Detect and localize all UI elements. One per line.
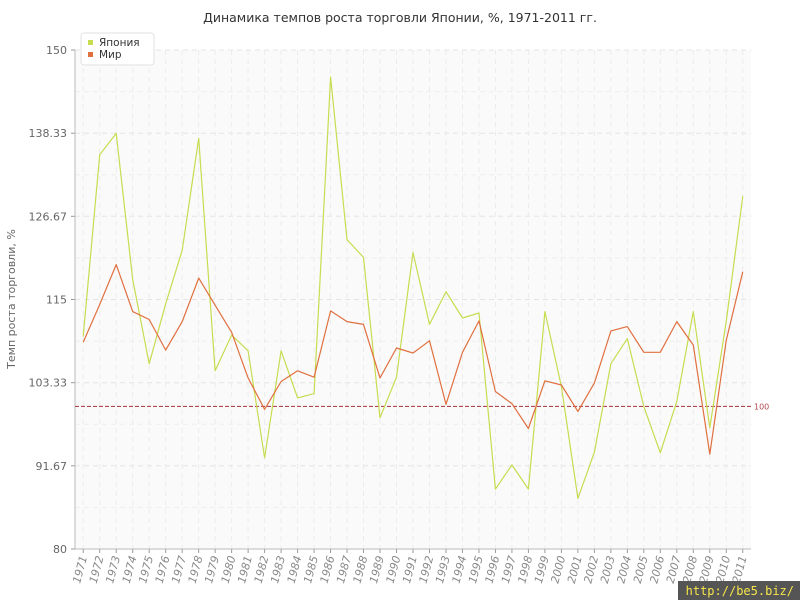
chart-title: Динамика темпов роста торговли Японии, %… [203, 10, 597, 25]
legend-label: Япония [99, 37, 140, 49]
y-tick-label: 138.33 [29, 127, 68, 140]
y-tick-label: 80 [53, 543, 67, 556]
reference-line-label: 100 [754, 402, 769, 411]
y-tick-label: 103.33 [29, 377, 68, 390]
y-tick-label: 150 [46, 44, 67, 57]
series-line [82, 76, 744, 499]
series-line [82, 264, 744, 455]
legend-label: Мир [99, 49, 122, 61]
y-tick-label: 126.67 [29, 210, 68, 223]
y-tick-label: 115 [46, 294, 67, 307]
y-tick-label: 91.67 [36, 460, 68, 473]
legend-box [80, 32, 155, 66]
y-axis-label: Темп роста торговли, % [5, 229, 18, 370]
legend-marker [88, 52, 93, 57]
legend-marker [88, 40, 93, 45]
watermark-link[interactable]: http://be5.biz/ [677, 581, 800, 600]
